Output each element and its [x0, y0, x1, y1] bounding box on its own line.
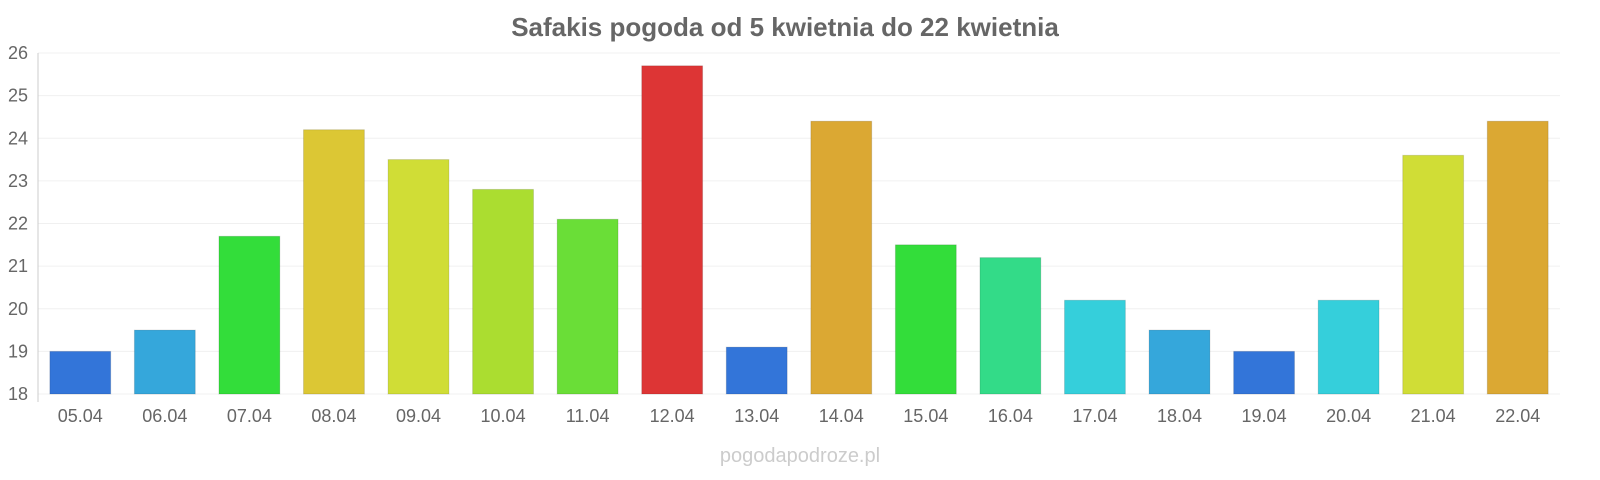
bar-17.04 — [1064, 299, 1126, 395]
x-tick-label: 17.04 — [1072, 406, 1117, 426]
y-tick-label: 24 — [8, 128, 28, 148]
x-tick-label: 21.04 — [1411, 406, 1456, 426]
chart-title: Safakis pogoda od 5 kwietnia do 22 kwiet… — [511, 12, 1059, 42]
x-axis-ticks: 05.04 06.04 07.04 08.04 09.04 10.04 11.04 12.04… — [58, 406, 1540, 426]
bar-12.04 — [641, 65, 704, 395]
y-tick-label: 18 — [8, 384, 28, 404]
y-axis-ticks: 18 19 20 21 22 23 24 25 26 — [8, 43, 28, 404]
y-tick-label: 20 — [8, 299, 28, 319]
y-tick-label: 21 — [8, 256, 28, 276]
x-tick-label: 19.04 — [1242, 406, 1287, 426]
bar-16.04 — [979, 257, 1042, 395]
y-tick-label: 22 — [8, 214, 28, 234]
x-tick-label: 15.04 — [903, 406, 948, 426]
bar-18.04 — [1148, 329, 1211, 395]
bar-07.04 — [218, 235, 281, 395]
bar-13.04 — [725, 346, 788, 395]
y-tick-label: 25 — [8, 86, 28, 106]
x-tick-label: 09.04 — [396, 406, 441, 426]
x-tick-label: 12.04 — [650, 406, 695, 426]
x-tick-label: 22.04 — [1495, 406, 1540, 426]
x-tick-label: 16.04 — [988, 406, 1033, 426]
bar-08.04 — [303, 129, 365, 395]
bar-15.04 — [894, 244, 957, 395]
watermark: pogodapodroze.pl — [720, 445, 880, 467]
bar-19.04 — [1233, 350, 1295, 395]
bars — [49, 65, 1549, 395]
bar-22.04 — [1486, 120, 1549, 395]
bar-20.04 — [1317, 299, 1380, 395]
bar-14.04 — [810, 120, 873, 395]
x-tick-label: 06.04 — [142, 406, 187, 426]
x-tick-label: 10.04 — [481, 406, 526, 426]
bar-09.04 — [387, 159, 450, 395]
bar-11.04 — [556, 218, 619, 395]
x-tick-label: 20.04 — [1326, 406, 1371, 426]
x-tick-label: 18.04 — [1157, 406, 1202, 426]
y-tick-label: 19 — [8, 341, 28, 361]
bar-10.04 — [472, 188, 534, 395]
x-tick-label: 08.04 — [311, 406, 356, 426]
x-tick-label: 07.04 — [227, 406, 272, 426]
y-tick-label: 23 — [8, 171, 28, 191]
bar-05.04 — [49, 350, 112, 395]
x-tick-label: 11.04 — [566, 406, 610, 426]
x-tick-label: 14.04 — [819, 406, 864, 426]
bar-21.04 — [1402, 154, 1465, 395]
x-tick-label: 13.04 — [734, 406, 779, 426]
x-tick-label: 05.04 — [58, 406, 103, 426]
bar-06.04 — [133, 329, 196, 395]
y-tick-label: 26 — [8, 43, 28, 63]
grid-lines — [38, 52, 1560, 395]
